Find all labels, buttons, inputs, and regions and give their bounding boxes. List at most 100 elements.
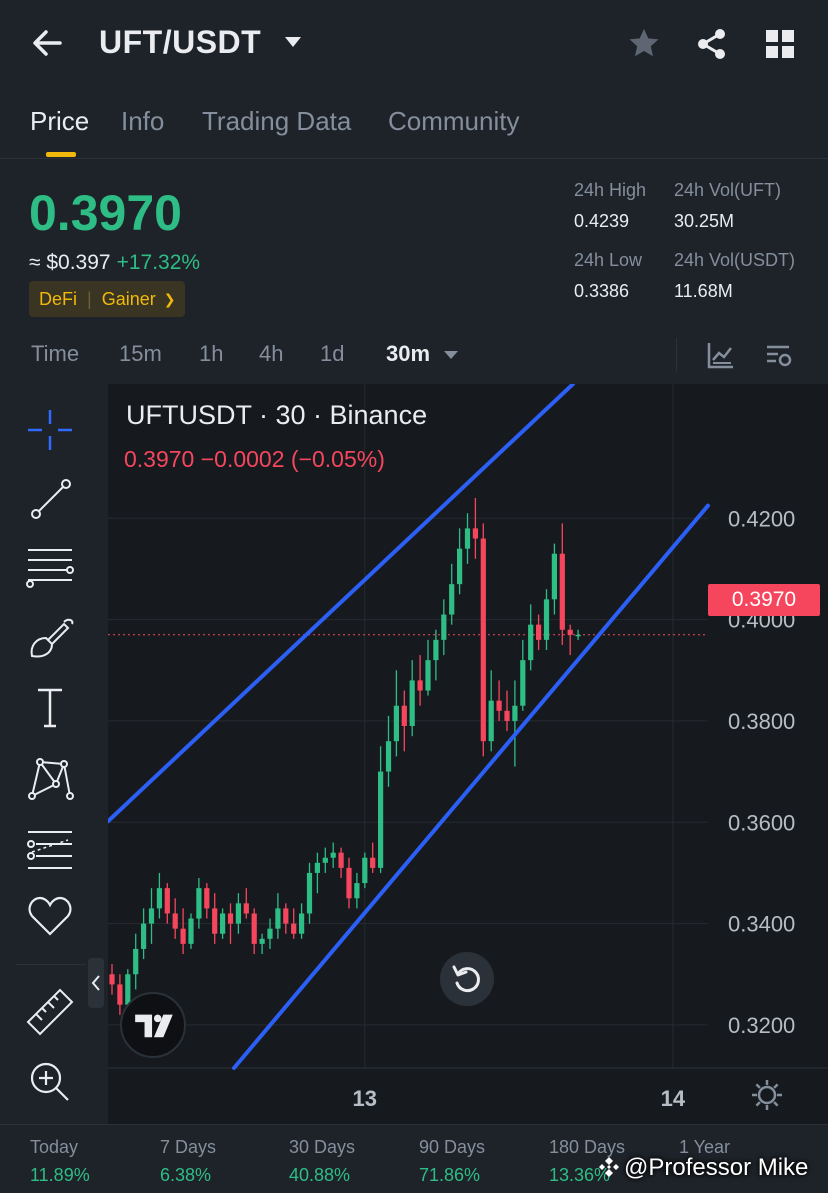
channel-lower-line: [232, 503, 710, 1070]
crosshair-icon[interactable]: [22, 404, 78, 456]
price-change: +17.32%: [116, 251, 201, 274]
chart-title: UFTUSDT · 30 · Binance: [126, 400, 428, 430]
text-tool-icon[interactable]: [22, 682, 78, 734]
trend-line-icon[interactable]: [22, 472, 78, 524]
candle-body: [543, 599, 550, 640]
candle-body: [512, 705, 518, 721]
candle-body: [575, 634, 581, 637]
timeframe-divider: [676, 338, 677, 372]
collapse-toolbar-icon[interactable]: [88, 958, 104, 1008]
reset-icon[interactable]: [440, 952, 494, 1006]
caret-down-icon[interactable]: [443, 349, 459, 361]
candle-body: [283, 908, 289, 924]
pattern-icon[interactable]: [22, 752, 78, 804]
tf-4h[interactable]: 4h: [259, 341, 284, 366]
candle-body: [346, 867, 352, 899]
perf-value: 6.38%: [160, 1165, 212, 1185]
binance-logo-icon: [599, 1157, 619, 1177]
tf-30m[interactable]: 30m: [386, 341, 431, 366]
candle-body: [267, 928, 273, 939]
last-price: 0.3970: [29, 185, 182, 241]
zoom-in-icon[interactable]: [22, 1056, 78, 1108]
candle-body: [393, 705, 399, 742]
star-icon[interactable]: [626, 26, 662, 60]
tab-price[interactable]: Price: [30, 106, 90, 136]
grid-icon[interactable]: [764, 28, 796, 60]
perf-label: 7 Days: [160, 1137, 217, 1157]
candle-body: [188, 918, 194, 944]
x-axis-label: 14: [661, 1086, 686, 1111]
candle-body: [551, 553, 557, 600]
candle-body: [291, 923, 297, 934]
drawing-toolbar: [0, 384, 102, 1124]
tf-1d[interactable]: 1d: [320, 341, 345, 366]
candle-body: [536, 624, 542, 640]
perf-value: 13.36%: [549, 1165, 611, 1185]
candle-body: [528, 624, 534, 661]
usd-price-row: ≈ $0.397 +17.32%: [29, 251, 200, 275]
candle-body: [338, 852, 344, 868]
tab-active-indicator: [46, 152, 76, 157]
perf-label: 90 Days: [419, 1137, 486, 1157]
candle-body: [457, 548, 463, 585]
candle-body: [441, 614, 447, 640]
caret-down-icon[interactable]: [283, 34, 303, 50]
header: UFT/USDT: [0, 0, 828, 88]
watermark: @Professor Mike: [598, 1154, 808, 1182]
tab-info[interactable]: Info: [121, 106, 165, 136]
watermark-text: @Professor Mike: [624, 1154, 809, 1181]
stat-low-label: 24h Low: [574, 250, 643, 270]
forecast-icon[interactable]: [22, 822, 78, 874]
candle-body: [385, 741, 392, 772]
candle-body: [133, 948, 139, 975]
perf-value: 11.89%: [30, 1165, 90, 1185]
candle-body: [156, 888, 162, 909]
tag-separator: |: [87, 288, 92, 309]
candle-body: [378, 771, 384, 868]
fib-lines-icon[interactable]: [22, 542, 78, 594]
stat-low-value: 0.3386: [574, 281, 630, 301]
gear-icon[interactable]: [750, 1078, 784, 1112]
candle-body: [370, 857, 376, 868]
tab-community[interactable]: Community: [388, 106, 520, 136]
candle-body: [322, 857, 328, 863]
candle-body: [196, 888, 202, 919]
heart-icon[interactable]: [22, 890, 78, 942]
indicator-icon[interactable]: [706, 340, 736, 370]
tf-1h[interactable]: 1h: [199, 341, 224, 366]
share-icon[interactable]: [694, 26, 730, 62]
candle-body: [464, 528, 471, 549]
candle-body: [180, 928, 186, 944]
y-axis-label: 0.3400: [728, 912, 795, 937]
tag-badge[interactable]: DeFi | Gainer ❯: [29, 281, 186, 317]
candle-body: [433, 639, 439, 661]
perf-value: 40.88%: [289, 1165, 351, 1185]
candle-body: [164, 888, 170, 914]
tf-15m[interactable]: 15m: [119, 341, 162, 366]
candle-body: [204, 888, 210, 909]
tab-trading-data[interactable]: Trading Data: [202, 106, 352, 136]
tf-time[interactable]: Time: [31, 341, 80, 366]
candle-body: [251, 913, 257, 944]
perf-label: 180 Days: [549, 1137, 626, 1157]
brush-icon[interactable]: [22, 612, 78, 664]
candle-body: [220, 913, 226, 934]
chart-settings-icon[interactable]: [764, 340, 794, 370]
y-axis-label: 0.3200: [728, 1013, 795, 1038]
toolbar-divider: [16, 964, 86, 965]
stat-vol-base-label: 24h Vol(UFT): [674, 180, 782, 200]
candle-body: [117, 984, 123, 1005]
back-arrow-icon[interactable]: [30, 26, 66, 60]
candle-body: [275, 908, 281, 929]
candle-body: [488, 700, 494, 742]
stat-vol-quote-label: 24h Vol(USDT): [674, 250, 796, 270]
pair-title[interactable]: UFT/USDT: [99, 24, 262, 60]
candle-body: [306, 872, 313, 914]
tabs-divider: [0, 158, 828, 159]
stat-vol-base-value: 30.25M: [674, 211, 735, 231]
ruler-icon[interactable]: [22, 984, 78, 1036]
price-chart[interactable]: 0.3200 0.3400 0.3600 0.3800 0.4000 0.4200 13 14…: [108, 384, 828, 1124]
perf-label: 1 Year: [679, 1137, 731, 1157]
